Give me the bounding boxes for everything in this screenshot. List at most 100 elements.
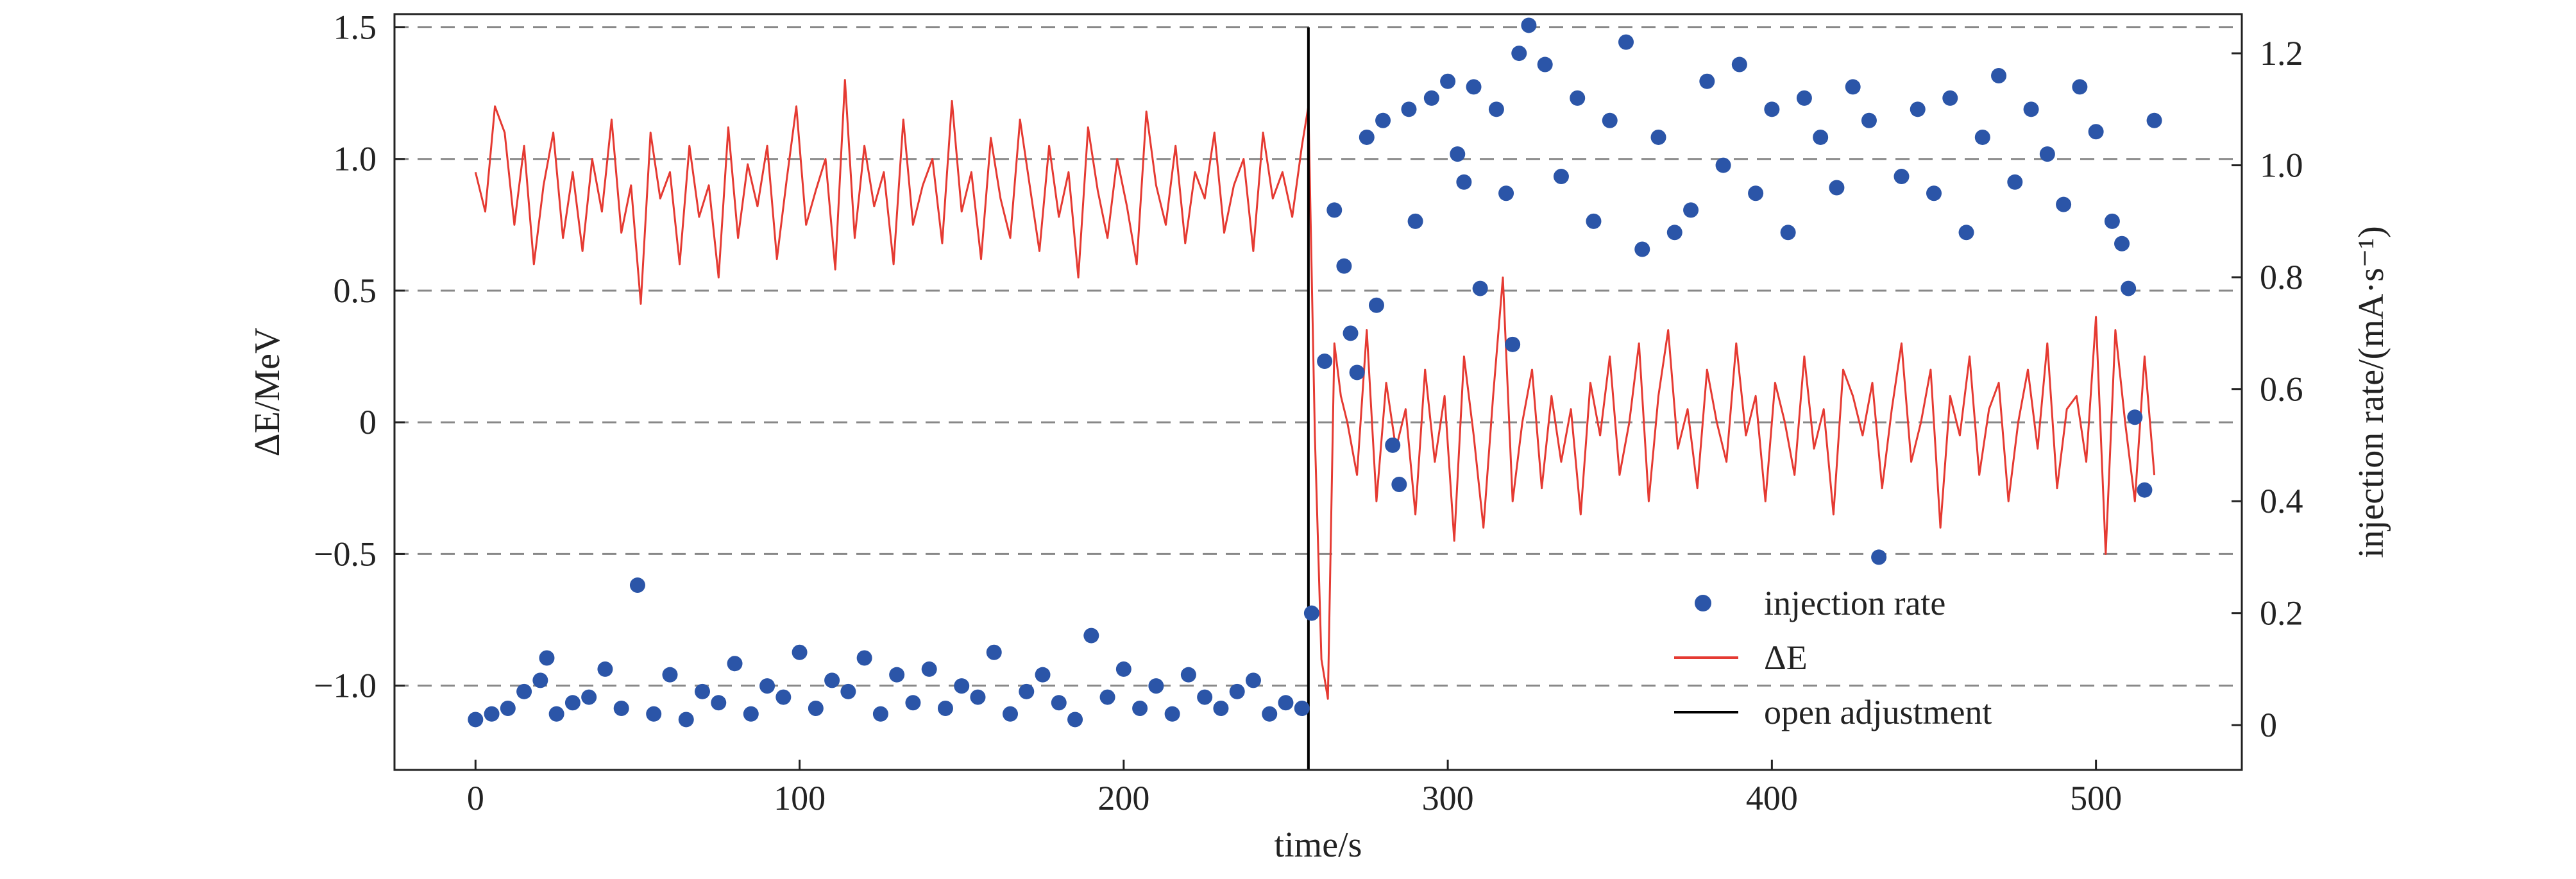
scatter-point-injection-rate	[1099, 689, 1115, 705]
scatter-point-injection-rate	[889, 667, 905, 683]
y-left-tick-label: −1.0	[314, 667, 377, 705]
scatter-point-injection-rate	[1035, 667, 1051, 683]
legend-label-delta-e: ΔE	[1764, 638, 1808, 677]
scatter-point-injection-rate	[1148, 678, 1164, 694]
grid-layer	[394, 26, 2242, 687]
axes-layer	[393, 13, 2243, 771]
scatter-point-injection-rate	[743, 706, 759, 722]
scatter-point-injection-rate	[484, 706, 500, 722]
scatter-point-injection-rate	[468, 712, 484, 728]
y-left-tick-label: 0	[359, 403, 377, 441]
x-tick-label: 100	[774, 779, 826, 817]
scatter-point-injection-rate	[1326, 202, 1343, 218]
scatter-point-injection-rate	[1974, 129, 1990, 145]
y-left-tick-label: 0.5	[334, 271, 377, 310]
scatter-point-injection-rate	[597, 661, 613, 677]
scatter-point-injection-rate	[2104, 213, 2120, 229]
plot-frame	[393, 13, 2243, 771]
scatter-point-injection-rate	[1164, 706, 1180, 722]
scatter-point-injection-rate	[808, 701, 824, 717]
scatter-point-injection-rate	[856, 650, 872, 666]
y-right-tick-label: 0.4	[2260, 482, 2303, 520]
scatter-point-injection-rate	[516, 683, 532, 699]
scatter-point-injection-rate	[1780, 225, 1796, 241]
scatter-point-injection-rate	[1450, 146, 1466, 162]
scatter-point-injection-rate	[1634, 241, 1650, 257]
scatter-point-injection-rate	[1715, 157, 1731, 173]
scatter-point-injection-rate	[1537, 56, 1553, 73]
scatter-point-injection-rate	[727, 656, 743, 672]
x-axis-label: time/s	[1275, 825, 1362, 865]
scatter-point-injection-rate	[1385, 437, 1401, 453]
scatter-point-injection-rate	[905, 695, 921, 711]
scatter-point-injection-rate	[792, 644, 808, 660]
scatter-point-injection-rate	[564, 695, 580, 711]
x-tick-label: 200	[1097, 779, 1149, 817]
x-tick-label: 400	[1746, 779, 1798, 817]
scatter-point-injection-rate	[1586, 213, 1602, 229]
scatter-point-injection-rate	[1488, 101, 1504, 117]
scatter-point-injection-rate	[1505, 336, 1521, 352]
scatter-point-injection-rate	[759, 678, 775, 694]
ticks-layer: 0 100 200 300 400 500 −1.0 −0.5 0 0.5 1.0 1.5 0 0.2 0.…	[314, 8, 2303, 817]
y-right-axis-label-group: injection rate/(mA·s⁻¹)	[2351, 226, 2391, 558]
scatter-point-injection-rate	[1466, 79, 1482, 95]
y-right-tick-label: 0.2	[2260, 594, 2303, 633]
scatter-point-injection-rate	[539, 650, 555, 666]
scatter-point-injection-rate	[1407, 213, 1423, 229]
scatter-point-injection-rate	[2023, 101, 2039, 117]
scatter-point-injection-rate	[548, 706, 564, 722]
series-layer	[468, 17, 2162, 770]
scatter-point-injection-rate	[1132, 701, 1148, 717]
legend-label-open-adjustment: open adjustment	[1764, 693, 1992, 731]
scatter-point-injection-rate	[1391, 476, 1407, 492]
scatter-point-injection-rate	[1991, 67, 2007, 83]
scatter-point-injection-rate	[1602, 112, 1618, 128]
scatter-point-injection-rate	[662, 667, 678, 683]
scatter-point-injection-rate	[2121, 280, 2137, 296]
x-tick-label: 0	[467, 779, 484, 817]
scatter-point-injection-rate	[2039, 146, 2055, 162]
scatter-point-injection-rate	[1278, 695, 1294, 711]
scatter-point-injection-rate	[1472, 280, 1488, 296]
scatter-point-injection-rate	[1521, 17, 1537, 33]
scatter-point-injection-rate	[1343, 325, 1359, 341]
scatter-point-injection-rate	[1699, 73, 1715, 89]
scatter-point-injection-rate	[937, 701, 953, 717]
scatter-point-injection-rate	[1245, 672, 1261, 688]
scatter-point-injection-rate	[1359, 129, 1375, 145]
scatter-point-injection-rate	[1051, 695, 1067, 711]
scatter-point-injection-rate	[613, 701, 629, 717]
scatter-point-injection-rate	[1511, 46, 1527, 62]
scatter-point-injection-rate	[1829, 180, 1845, 196]
scatter-point-injection-rate	[695, 683, 710, 699]
scatter-point-injection-rate	[1115, 661, 1131, 677]
scatter-point-injection-rate	[2137, 482, 2153, 498]
scatter-point-injection-rate	[1336, 258, 1352, 274]
x-tick-label: 500	[2070, 779, 2122, 817]
scatter-point-injection-rate	[1942, 90, 1958, 106]
scatter-point-injection-rate	[500, 701, 516, 717]
y-left-axis-label-group: ΔE/MeV	[248, 328, 287, 457]
y-right-tick-label: 0	[2260, 706, 2277, 744]
x-tick-label: 300	[1422, 779, 1474, 817]
scatter-point-injection-rate	[1910, 101, 1926, 117]
scatter-point-injection-rate	[2114, 235, 2130, 252]
scatter-point-injection-rate	[629, 577, 645, 593]
scatter-point-injection-rate	[1180, 667, 1196, 683]
scatter-point-injection-rate	[2146, 112, 2162, 128]
scatter-point-injection-rate	[1813, 129, 1829, 145]
scatter-point-injection-rate	[1262, 706, 1278, 722]
scatter-point-injection-rate	[532, 672, 548, 688]
y-right-tick-label: 1.2	[2260, 34, 2303, 73]
y-left-axis-label: ΔE/MeV	[248, 328, 287, 457]
scatter-point-injection-rate	[1294, 701, 1310, 717]
y-right-tick-label: 0.6	[2260, 370, 2303, 409]
scatter-point-injection-rate	[954, 678, 970, 694]
y-right-axis-label: injection rate/(mA·s⁻¹)	[2351, 226, 2391, 558]
scatter-point-injection-rate	[970, 689, 986, 705]
scatter-point-injection-rate	[1894, 169, 1910, 185]
scatter-point-injection-rate	[1303, 605, 1319, 621]
